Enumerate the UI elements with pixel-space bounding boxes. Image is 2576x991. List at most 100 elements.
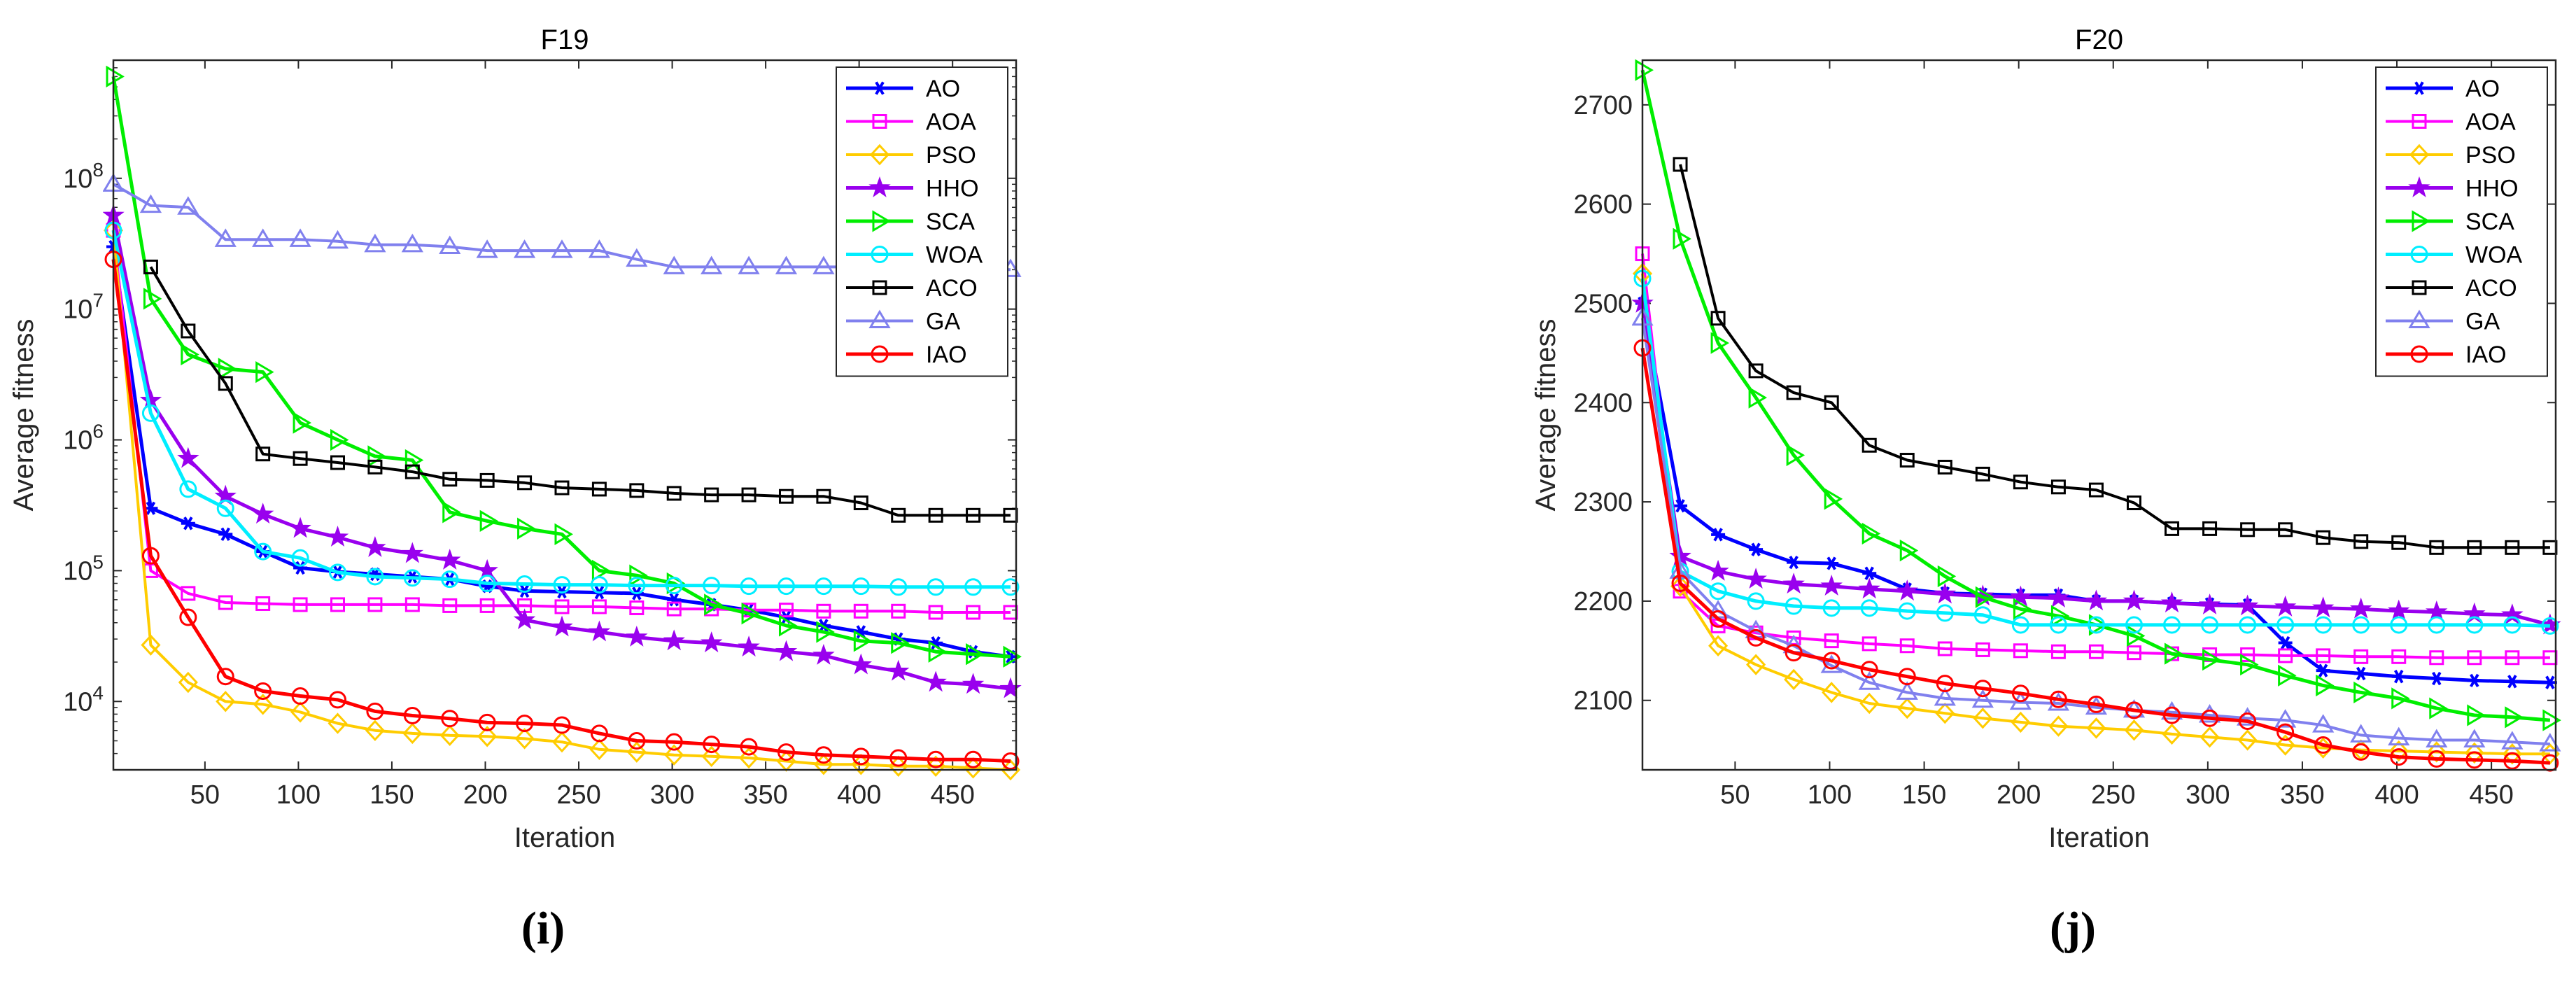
- legend-label: GA: [926, 309, 960, 335]
- data-point-aco: [218, 376, 233, 391]
- legend-label: PSO: [2465, 142, 2516, 169]
- legend: AO AOA PSO HHO SCA WOA ACO GA IAO: [2375, 66, 2548, 377]
- data-point-hho: [2047, 586, 2070, 608]
- data-point-pso: [290, 701, 311, 723]
- data-point-hho: [1934, 582, 1957, 604]
- data-point-aoa: [255, 596, 271, 611]
- y-tick-label: 2300: [1573, 488, 1633, 517]
- data-point-hho: [177, 447, 199, 468]
- data-point-iao: [740, 738, 758, 756]
- data-point-aoa: [218, 595, 233, 610]
- data-point-woa: [403, 569, 421, 587]
- data-point-iao: [703, 736, 721, 754]
- data-point-pso: [402, 722, 423, 745]
- data-point-aco: [554, 480, 570, 495]
- data-point-hho: [551, 615, 573, 637]
- data-point-hho: [924, 670, 947, 692]
- data-point-sca: [2278, 664, 2297, 687]
- data-point-woa: [927, 578, 945, 596]
- data-point-sca: [2050, 605, 2070, 627]
- data-point-ga: [2160, 701, 2183, 720]
- data-point-aoa: [479, 598, 495, 613]
- data-point-aoa: [2126, 645, 2141, 661]
- data-point-aoa: [404, 597, 420, 612]
- data-point-aco: [853, 495, 868, 511]
- marker-stroke: [2507, 675, 2517, 689]
- data-point-aoa: [554, 599, 570, 614]
- x-tick-label: 250: [556, 780, 600, 810]
- data-point-aoa: [2391, 649, 2407, 664]
- data-point-pso: [551, 731, 572, 753]
- data-point-aoa: [2278, 648, 2293, 663]
- data-point-pso: [589, 738, 610, 760]
- chart-f19: 50 100 150 200 250 300 350 400 45010410510610710…: [8, 24, 1022, 954]
- data-point-iao: [553, 716, 571, 734]
- data-point-aoa: [629, 600, 645, 615]
- legend-marker: [868, 176, 891, 197]
- legend-label: AO: [926, 76, 960, 102]
- legend-item-hho: HHO: [2386, 176, 2519, 202]
- data-point-sca: [2467, 704, 2486, 726]
- data-point-iao: [2465, 751, 2484, 769]
- data-point-aco: [2467, 540, 2482, 555]
- data-point-woa: [1973, 606, 1992, 624]
- marker-stroke: [1789, 555, 1799, 570]
- marker-stroke: [146, 501, 156, 515]
- data-point-woa: [889, 578, 908, 596]
- data-point-hho: [1858, 577, 1880, 599]
- y-tick-exponent: 5: [92, 551, 104, 572]
- data-point-sca: [928, 640, 948, 663]
- data-point-hho: [2501, 603, 2524, 625]
- data-point-woa: [2125, 616, 2143, 634]
- data-point-ga: [2236, 707, 2259, 726]
- data-point-aoa: [293, 597, 308, 612]
- data-point-iao: [2087, 695, 2105, 713]
- data-point-iao: [777, 743, 795, 761]
- data-point-ao: [2353, 666, 2368, 681]
- data-point-aco: [741, 487, 756, 502]
- data-point-woa: [852, 577, 870, 596]
- data-point-iao: [2239, 712, 2257, 731]
- y-tick-label: 2700: [1573, 91, 1633, 120]
- data-point-hho: [1782, 572, 1805, 594]
- data-point-hho: [326, 526, 349, 547]
- data-point-hho: [2123, 589, 2146, 611]
- data-point-pso: [1822, 682, 1842, 703]
- chart-title: F20: [2075, 24, 2123, 55]
- data-point-sca: [2165, 642, 2183, 665]
- y-tick-base: 10: [63, 164, 92, 194]
- data-point-woa: [179, 480, 197, 498]
- data-point-sca: [255, 360, 274, 384]
- data-point-ao: [1711, 528, 1726, 542]
- data-point-aoa: [2013, 643, 2028, 659]
- legend-marker: [2410, 246, 2428, 263]
- data-point-sca: [966, 643, 985, 666]
- data-point-aco: [479, 472, 495, 488]
- data-point-woa: [2428, 616, 2446, 634]
- data-point-ga: [364, 233, 386, 253]
- y-tick-label: 2400: [1573, 388, 1633, 418]
- data-point-pso: [2426, 741, 2447, 763]
- data-point-pso: [253, 694, 273, 715]
- data-point-woa: [2314, 616, 2332, 634]
- data-point-aco: [2278, 522, 2293, 537]
- y-tick-label: 107: [63, 290, 104, 325]
- data-point-sca: [1635, 59, 1654, 81]
- series-woa: [104, 221, 1020, 596]
- data-point-aoa: [367, 597, 383, 612]
- data-point-aco: [1786, 385, 1801, 400]
- data-point-iao: [1898, 668, 1916, 686]
- data-point-aoa: [2467, 650, 2482, 666]
- data-point-woa: [1001, 578, 1020, 596]
- data-point-ao: [2278, 635, 2293, 650]
- data-point-pso: [2162, 723, 2182, 745]
- data-point-hho: [2085, 589, 2108, 611]
- data-point-hho: [1707, 559, 1729, 581]
- data-point-woa: [1747, 592, 1765, 610]
- data-point-sca: [2202, 648, 2221, 671]
- data-point-iao: [1936, 675, 1954, 693]
- data-point-woa: [1785, 597, 1803, 615]
- data-point-pso: [1935, 702, 1955, 724]
- legend-marker: [2412, 210, 2430, 232]
